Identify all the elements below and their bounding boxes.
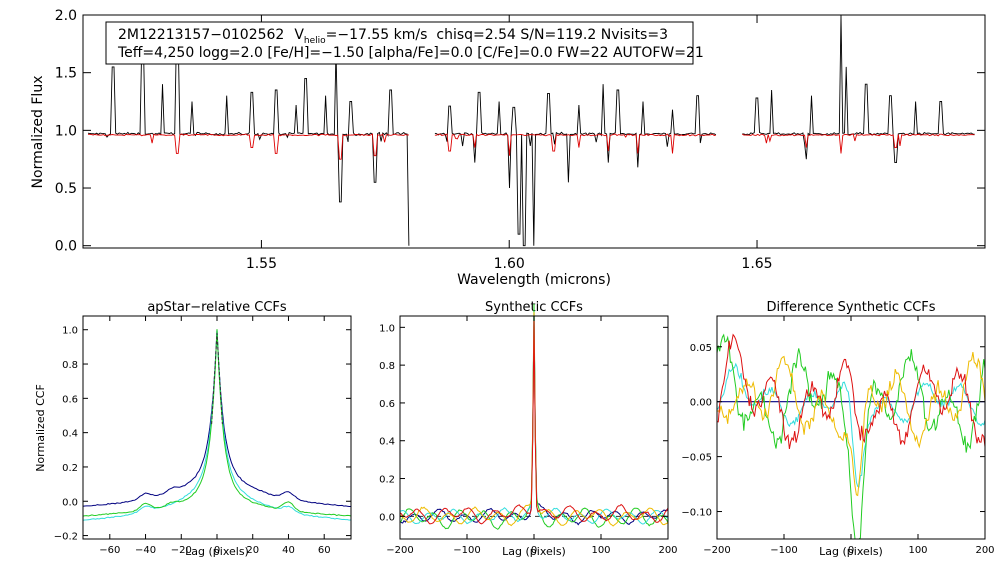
x-tick-label: 60 [318,545,331,556]
synthetic-ccf-xlabel: Lag (pixels) [502,545,566,558]
spectrum-frame [82,14,986,249]
difference-ccf-panel: Difference Synthetic CCFs −200 −100 0 100 20… [681,300,994,558]
y-tick-label: 1.5 [55,66,77,82]
y-tick-label: 0.8 [379,361,395,372]
green-ccf-line [82,329,352,517]
y-tick-label: 0.2 [62,463,78,474]
y-tick-label: 0.4 [379,437,395,448]
navy-ccf-line [82,329,351,507]
apstar-ccf-title: apStar−relative CCFs [147,300,287,315]
y-tick-label: 0.5 [55,181,77,197]
apstar-ccf-panel: apStar−relative CCFs −60 −40 −20 0 20 40 60 −0.… [34,300,352,558]
x-tick-label: −100 [770,545,797,556]
apstar-ccf-lines [82,329,352,521]
info-line-1: 2M12213157−0102562 Vhelio=−17.55 km/s chis… [118,27,668,46]
y-tick-label: −0.10 [681,508,712,519]
green-difference-ccf-line [716,333,986,540]
red-synthetic-ccf-line [399,319,669,525]
x-tick-label: 100 [908,545,927,556]
y-tick-label: 0.2 [379,475,395,486]
x-tick-label: 100 [591,545,610,556]
observed-spectrum-line [87,37,410,246]
difference-ccf-title: Difference Synthetic CCFs [766,300,935,315]
y-tick-label: 0.0 [55,239,77,255]
red-difference-ccf-line [716,333,986,449]
spectrum-xlabel: Wavelength (microns) [457,272,611,288]
difference-ccf-lines [716,333,986,540]
x-tick-label: 1.65 [741,256,772,272]
model-spectrum-line [741,133,975,154]
model-spectrum-line [434,133,717,156]
y-tick-label: 0.0 [379,512,395,523]
x-tick-label: −40 [135,545,156,556]
vhelio-prefix: V [294,27,304,43]
vhelio-subscript: helio [304,36,326,46]
y-tick-label: 0.00 [690,398,712,409]
observed-spectrum-line [434,84,717,247]
orange-synthetic-ccf-line [399,312,669,527]
y-tick-label: 0.05 [690,343,712,354]
apstar-ccf-ylabel: Normalized CCF [34,384,47,472]
cyan-ccf-line [82,329,352,521]
orange-difference-ccf-line [716,352,986,497]
x-tick-label: 200 [975,545,994,556]
y-tick-label: −0.2 [54,532,78,543]
difference-ccf-ticks: −200 −100 0 100 200 −0.10 −0.05 0.00 0.05 [681,316,995,556]
difference-ccf-frame [716,315,986,540]
y-tick-label: 0.0 [62,497,78,508]
x-tick-label: −60 [99,545,120,556]
x-tick-label: 0 [531,545,537,556]
spectrum-ylabel: Normalized Flux [30,76,46,189]
y-tick-label: 0.6 [62,394,78,405]
spectrum-panel: 1.55 1.60 1.65 0.0 0.5 1.0 1.5 2.0 2M12213157−0… [30,8,986,288]
x-tick-label: −20 [171,545,192,556]
y-tick-label: 0.8 [62,360,78,371]
vhelio-value: =−17.55 km/s [326,27,428,43]
apstar-ccf-xlabel: Lag (pixels) [185,545,249,558]
y-tick-label: 0.6 [379,399,395,410]
y-tick-label: 0.4 [62,429,78,440]
apstar-ccf-ticks: −60 −40 −20 0 20 40 60 −0.2 0.0 0.2 0.4 0.6 0.8 1.0 [54,316,351,556]
star-id: 2M12213157−0102562 [118,27,284,43]
synthetic-ccf-ticks: −200 −100 0 100 200 0.0 0.2 0.4 0.6 0.8 1.0 [379,316,678,556]
ccf-peak-fit [211,333,223,425]
y-tick-label: 2.0 [55,8,77,24]
x-tick-label: 200 [658,545,677,556]
x-tick-label: 20 [246,545,259,556]
green-synthetic-ccf-line [399,303,669,530]
y-tick-label: −0.05 [681,453,712,464]
y-tick-label: 1.0 [55,123,77,139]
synthetic-ccf-panel: Synthetic CCFs −200 −100 0 100 2000.00.20.40… [379,300,677,558]
info-line-2: Teff=4,250 logg=2.0 [Fe/H]=−1.50 [alpha/… [117,45,704,61]
y-tick-label: 1.0 [379,323,395,334]
x-tick-label: 0 [848,545,854,556]
x-tick-label: 0 [214,545,220,556]
spectrum-ticks: 1.55 1.60 1.65 0.0 0.5 1.0 1.5 2.0 [55,8,985,272]
synthetic-ccf-lines [399,303,669,530]
observed-spectrum-line [742,14,975,164]
x-tick-label: −100 [453,545,480,556]
apstar-ccf-frame [82,315,352,540]
difference-ccf-xlabel: Lag (pixels) [819,545,883,558]
cyan-difference-ccf-line [716,362,986,488]
x-tick-label: 1.60 [494,256,525,272]
x-tick-label: 1.55 [246,256,277,272]
fit-stats: chisq=2.54 S/N=119.2 Nvisits=3 [436,27,668,43]
y-tick-label: 1.0 [62,326,78,337]
model-spectrum-line [88,133,409,160]
x-tick-label: 40 [282,545,295,556]
info-box-frame [105,21,694,65]
x-tick-label: −200 [386,545,413,556]
spectrum-lines [87,14,975,247]
info-box: 2M12213157−0102562 Vhelio=−17.55 km/s chis… [105,21,704,65]
x-tick-label: −200 [703,545,730,556]
